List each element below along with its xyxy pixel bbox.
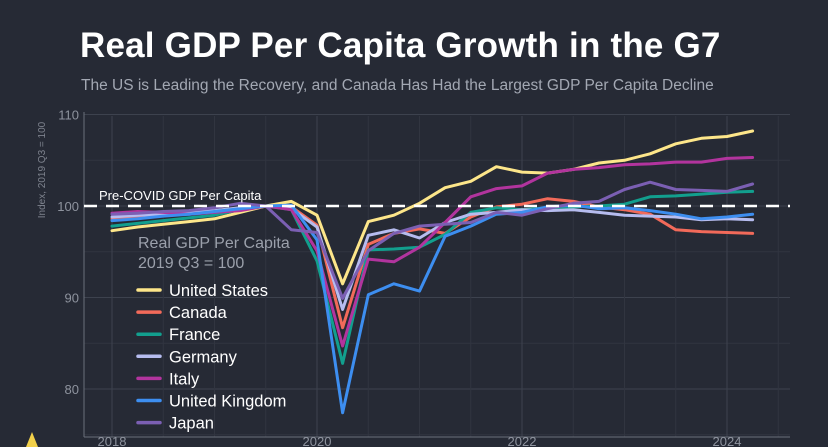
legend-label: Germany xyxy=(169,348,238,366)
plot-area xyxy=(84,116,790,437)
legend-label: United Kingdom xyxy=(169,393,286,411)
legend-subtitle: 2019 Q3 = 100 xyxy=(138,255,244,272)
y-axis-label: Index, 2019 Q3 = 100 xyxy=(37,121,48,218)
y-tick-label: 90 xyxy=(65,291,79,306)
chart-subtitle: The US is Leading the Recovery, and Cana… xyxy=(81,77,714,94)
legend-title: Real GDP Per Capita xyxy=(138,235,290,252)
x-tick-label: 2018 xyxy=(98,434,127,447)
legend-label: Japan xyxy=(169,415,214,433)
y-tick-label: 80 xyxy=(65,382,79,397)
series-line xyxy=(110,203,755,415)
legend-label: Canada xyxy=(169,304,228,322)
legend-label: Italy xyxy=(169,370,200,388)
series-line xyxy=(110,129,755,286)
x-tick-label: 2020 xyxy=(303,434,332,447)
legend-label: United States xyxy=(169,282,268,300)
triangle-logo-icon xyxy=(26,432,38,447)
chart-title: Real GDP Per Capita Growth in the G7 xyxy=(80,26,721,65)
x-tick-label: 2024 xyxy=(713,434,742,447)
y-tick-label: 100 xyxy=(57,199,79,214)
x-tick-label: 2022 xyxy=(508,434,537,447)
reference-line-label: Pre-COVID GDP Per Capita xyxy=(99,188,262,203)
y-tick-label: 110 xyxy=(58,108,79,123)
series-line xyxy=(110,189,755,365)
legend-label: France xyxy=(169,326,220,344)
